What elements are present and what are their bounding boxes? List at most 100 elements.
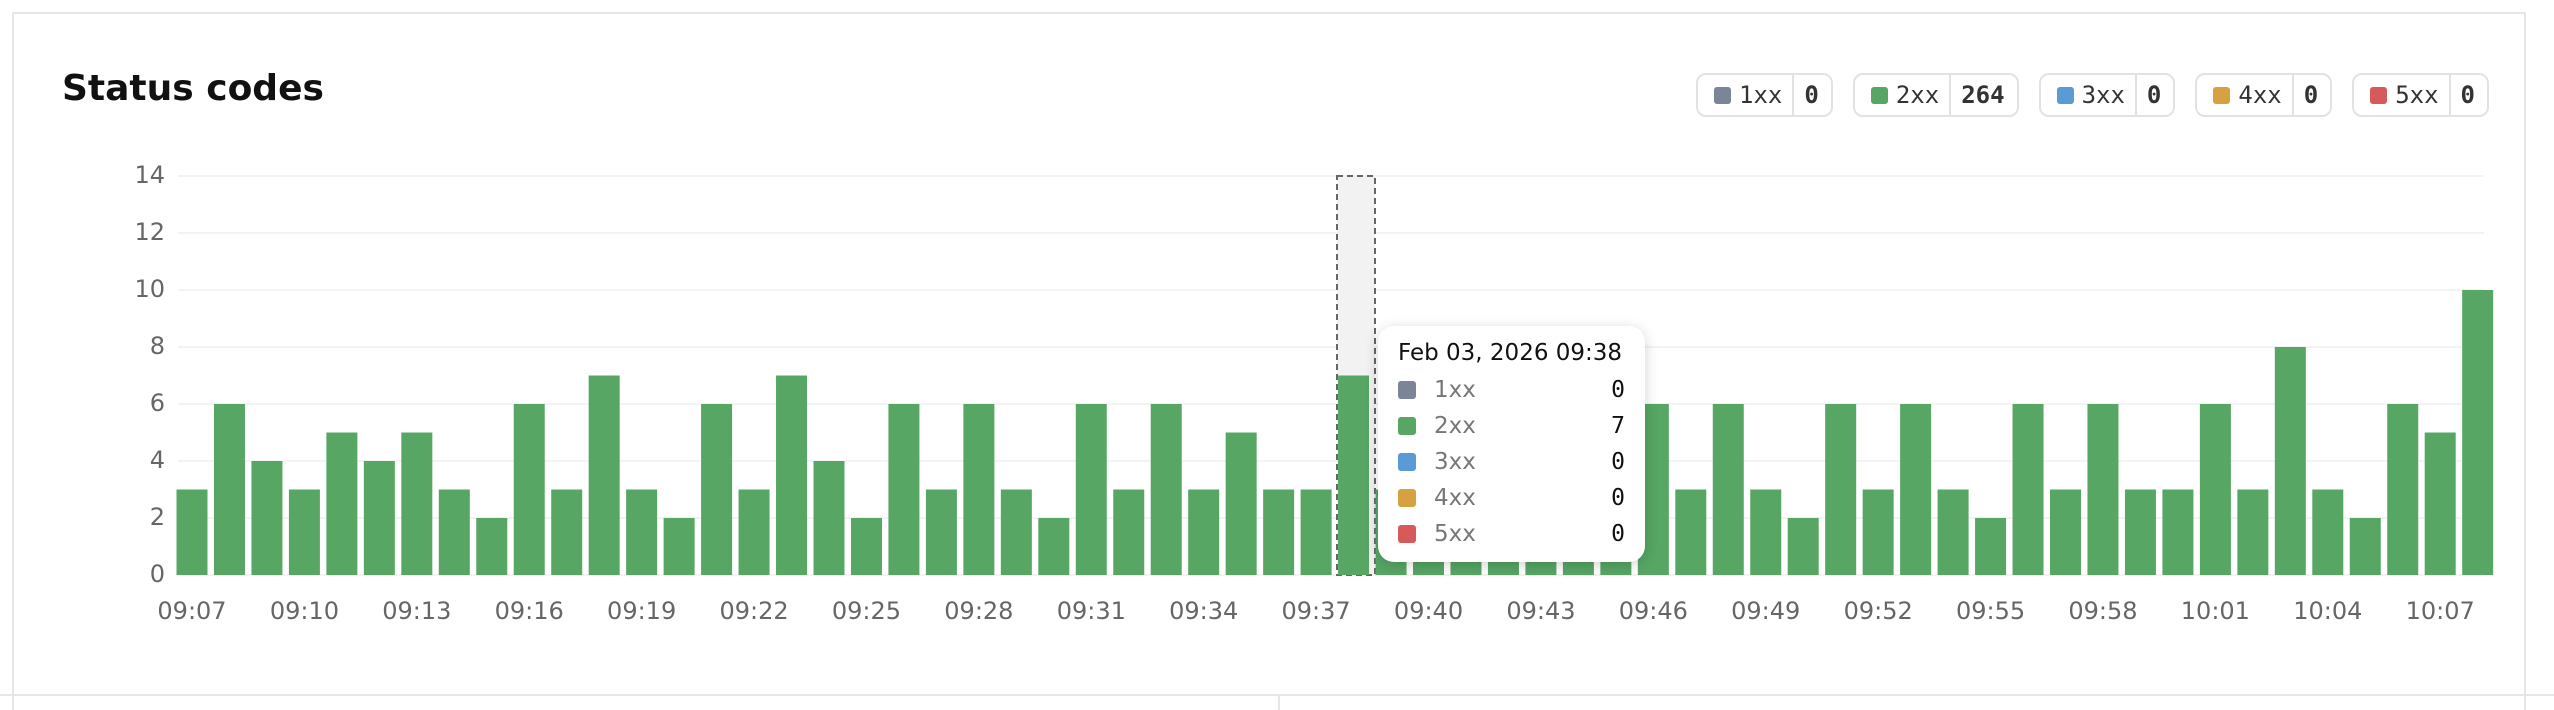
bar [1300,489,1332,575]
tooltip-row: 5xx 0 [1398,516,1625,552]
bar [2050,489,2081,575]
bar [813,461,845,575]
bar [401,432,433,575]
x-tick-label: 09:10 [270,597,339,625]
legend-swatch [1714,86,1732,104]
bar [438,489,470,575]
legend-swatch [2370,86,2388,104]
bar [2162,489,2194,575]
y-tick-label: 4 [150,446,165,474]
bar [1825,404,1857,575]
bar [588,375,620,575]
bar [1150,404,1182,575]
legend-total: 264 [1949,75,2016,115]
tooltip-value: 0 [1611,521,1625,547]
card [12,12,2526,710]
bar [1712,404,1744,575]
bar [213,404,245,575]
tooltip-swatch [1398,381,1416,399]
bar [2424,432,2456,575]
bar [363,461,395,575]
legend-label: 2xx [1895,81,1940,109]
x-tick-label: 09:34 [1169,597,1238,625]
legend-item[interactable]: 5xx 0 [2352,73,2489,117]
tooltip-value: 0 [1611,377,1625,403]
x-tick-label: 09:52 [1844,597,1913,625]
legend-total: 0 [1792,75,1830,115]
x-tick-label: 09:07 [157,597,226,625]
bar [1975,518,2007,575]
bar [1000,489,1032,575]
bar [251,461,283,575]
legend: 1xx 0 2xx 264 3xx 0 4xx 0 5xx 0 [1696,73,2489,117]
y-tick-label: 8 [150,332,165,360]
bar [288,489,320,575]
bar [2012,404,2044,575]
tooltip-label: 2xx [1434,413,1476,439]
bar [738,489,770,575]
legend-item[interactable]: 4xx 0 [2195,73,2333,117]
bar [2124,489,2156,575]
x-tick-label: 09:58 [2068,597,2137,625]
tooltip-swatch [1398,525,1416,543]
bar [1263,489,1295,575]
legend-label: 1xx [1739,81,1783,109]
bar [1937,489,1969,575]
x-tick-label: 09:40 [1394,597,1463,625]
legend-item[interactable]: 2xx 264 [1852,73,2019,117]
x-tick-label: 09:55 [1956,597,2025,625]
x-tick-label: 09:43 [1506,597,1575,625]
y-tick-label: 6 [150,389,165,417]
bar [626,489,658,575]
bar [663,518,695,575]
tooltip-row: 1xx 0 [1398,372,1625,408]
y-tick-label: 14 [134,161,165,189]
bar [513,404,545,575]
legend-item[interactable]: 1xx 0 [1696,73,1833,117]
section-title: Status codes [62,68,324,109]
tooltip-title: Feb 03, 2026 09:38 [1398,340,1623,366]
legend-swatch [1870,86,1888,104]
legend-item[interactable]: 3xx 0 [2038,73,2176,117]
legend-total: 0 [2448,75,2487,115]
tooltip-value: 0 [1611,485,1625,511]
bar [2312,489,2344,575]
bar [2237,489,2269,575]
x-tick-label: 09:13 [382,597,451,625]
bar [2462,290,2494,575]
legend-total: 0 [2291,75,2330,115]
bar [1113,489,1145,575]
bar [1188,489,1220,575]
bar [551,489,583,575]
bar [2087,404,2119,575]
bar [1338,375,1370,575]
x-tick-label: 09:22 [719,597,788,625]
legend-label: 5xx [2395,81,2439,109]
x-tick-label: 09:49 [1731,597,1800,625]
tooltip-label: 1xx [1434,377,1476,403]
bar [1750,489,1782,575]
tooltip-value: 7 [1611,413,1625,439]
bar [888,404,920,575]
bar [776,375,808,575]
tooltip-label: 4xx [1434,485,1476,511]
bar [2199,404,2231,575]
tooltip-row: 3xx 0 [1398,444,1625,480]
bar [850,518,882,575]
y-tick-label: 0 [150,560,165,588]
x-tick-label: 10:01 [2181,597,2250,625]
bar [326,432,358,575]
bar [1038,518,1070,575]
bar [2274,347,2306,575]
x-tick-label: 10:07 [2406,597,2475,625]
legend-label: 3xx [2081,81,2125,109]
tooltip-swatch [1398,489,1416,507]
tooltip-value: 0 [1611,449,1625,475]
tooltip: Feb 03, 2026 09:38 1xx 0 2xx 7 3xx 0 4xx 0 5xx 0 [1378,326,1645,562]
tooltip-label: 5xx [1434,521,1476,547]
bar [1675,489,1707,575]
tooltip-swatch [1398,453,1416,471]
legend-swatch [2213,86,2231,104]
bar [1900,404,1932,575]
x-tick-label: 09:19 [607,597,676,625]
